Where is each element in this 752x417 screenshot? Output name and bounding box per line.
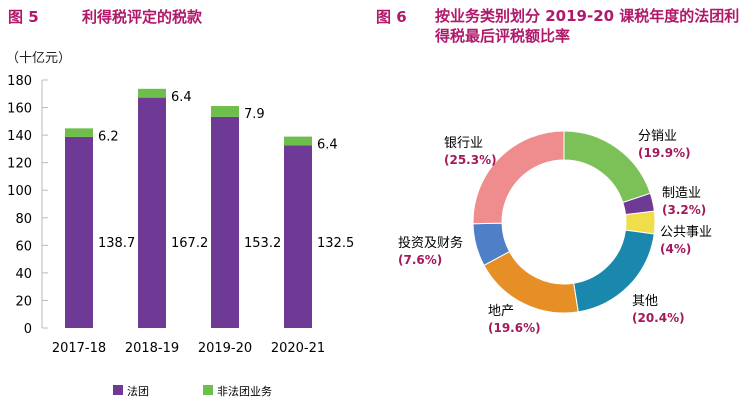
- figure-6-label: 图 6: [376, 8, 407, 26]
- y-tick-label: 180: [7, 74, 32, 89]
- slice-label: 分销业: [638, 129, 677, 144]
- legend-swatch: [113, 385, 123, 395]
- slice-label: 其他: [632, 294, 658, 309]
- bar-label-corporate: 167.2: [171, 236, 208, 251]
- slice-label: 公共事业: [660, 225, 712, 240]
- y-tick-label: 100: [7, 184, 32, 199]
- y-tick-label: 0: [24, 322, 32, 337]
- x-tick-label: 2019-20: [198, 341, 252, 356]
- bar-label-unincorporated: 7.9: [244, 107, 265, 122]
- figure-6-title: 按业务类别划分 2019-20 课税年度的法团利得税最后评税额比率: [435, 7, 740, 45]
- figure-5-label: 图 5: [8, 8, 39, 26]
- y-tick-label: 80: [15, 212, 32, 227]
- slice-percent: (19.6%): [488, 321, 541, 335]
- bar-corporate: [65, 136, 93, 328]
- figure-5-title: 利得税评定的税款: [82, 8, 203, 26]
- legend-label: 非法团业务: [217, 384, 272, 398]
- y-tick-label: 40: [15, 267, 32, 282]
- legend-label: 法团: [127, 384, 149, 398]
- bar-unincorporated: [211, 106, 239, 117]
- y-tick-label: 20: [15, 294, 32, 309]
- slice-percent: (7.6%): [398, 253, 442, 267]
- slice-percent: (25.3%): [444, 153, 497, 167]
- x-tick-label: 2017-18: [52, 341, 106, 356]
- slice-label: 银行业: [444, 136, 483, 151]
- bar-corporate: [138, 97, 166, 328]
- bar-unincorporated: [138, 88, 166, 98]
- y-tick-label: 160: [7, 102, 32, 117]
- slice-percent: (19.9%): [638, 146, 691, 160]
- bar-unincorporated: [65, 128, 93, 137]
- slice-percent: (20.4%): [632, 311, 685, 325]
- x-tick-label: 2020-21: [271, 341, 325, 356]
- bar-corporate: [211, 116, 239, 329]
- slice-label: 地产: [488, 304, 514, 319]
- y-tick-label: 60: [15, 239, 32, 254]
- slice-percent: (4%): [660, 242, 691, 256]
- y-tick-label: 140: [7, 129, 32, 144]
- bar-unincorporated: [284, 136, 312, 146]
- bar-label-corporate: 132.5: [317, 236, 354, 251]
- y-axis-unit: （十亿元）: [6, 51, 72, 66]
- bar-corporate: [284, 145, 312, 328]
- x-tick-label: 2018-19: [125, 341, 179, 356]
- bar-label-unincorporated: 6.4: [317, 138, 338, 153]
- donut-slice: [472, 130, 565, 225]
- bar-label-unincorporated: 6.4: [171, 90, 192, 105]
- y-tick-label: 120: [7, 157, 32, 172]
- bar-label-corporate: 138.7: [98, 236, 135, 251]
- bar-label-corporate: 153.2: [244, 236, 281, 251]
- bar-label-unincorporated: 6.2: [98, 129, 119, 144]
- slice-percent: (3.2%): [662, 203, 706, 217]
- legend-swatch: [203, 385, 213, 395]
- slice-label: 投资及财务: [398, 235, 463, 251]
- slice-label: 制造业: [662, 186, 701, 201]
